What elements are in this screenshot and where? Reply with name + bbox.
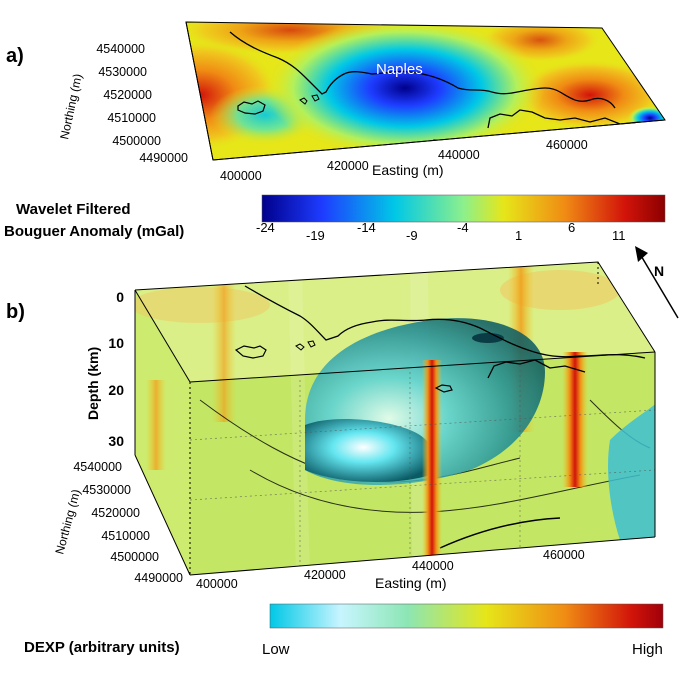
colorbar-a-tick: 6: [568, 220, 575, 235]
panel-a-y-axis: 4540000 4530000 4520000 4510000 4500000 …: [57, 21, 214, 165]
city-label-naples: Naples: [376, 61, 423, 78]
colorbar-a-tick: -24: [256, 220, 275, 235]
depth-axis-title: Depth (km): [85, 347, 101, 420]
panel-a-x-axis: 400000 420000 440000 460000 Easting (m): [212, 119, 666, 183]
panel-a-label: a): [6, 45, 24, 67]
depth-tick: 20: [108, 382, 124, 398]
panel-b-label: b): [6, 301, 25, 323]
y-tick: 4500000: [112, 134, 161, 148]
panel-b-depth-axis: 0 10 20 30 Depth (km): [85, 289, 124, 449]
y-tick: 4510000: [107, 111, 156, 125]
x-tick: 460000: [546, 138, 588, 152]
colorbar-a-tick: -9: [406, 228, 418, 243]
y-tick: 4520000: [91, 506, 140, 520]
depth-tick: 0: [116, 289, 124, 305]
north-arrow: N: [635, 246, 679, 319]
colorbar-a-tick: -4: [457, 220, 469, 235]
panel-a-map: [186, 22, 665, 160]
x-tick: 400000: [220, 169, 262, 183]
y-axis-title: Northing (m): [52, 488, 83, 556]
y-tick: 4490000: [139, 151, 188, 165]
colorbar-a-tick: 1: [515, 228, 522, 243]
colorbar-a-title-line2: Bouguer Anomaly (mGal): [4, 223, 184, 240]
y-tick: 4540000: [96, 42, 145, 56]
y-tick: 4520000: [103, 88, 152, 102]
panel-b-box-edges: [134, 261, 656, 576]
x-tick: 440000: [438, 148, 480, 162]
depth-tick: 10: [108, 335, 124, 351]
y-tick: 4530000: [82, 483, 131, 497]
y-tick: 4500000: [110, 550, 159, 564]
north-label: N: [654, 263, 664, 279]
x-tick: 420000: [304, 568, 346, 582]
colorbar-a-title-line1: Wavelet Filtered: [16, 201, 130, 218]
colorbar-a-tick: 11: [612, 228, 626, 243]
north-arrow-line: [639, 253, 679, 319]
colorbar-a-tick: -14: [357, 220, 376, 235]
colorbar-b-low-label: Low: [262, 641, 290, 658]
y-axis-title: Northing (m): [57, 72, 85, 140]
x-axis-title: Easting (m): [372, 162, 444, 178]
depth-tick: 30: [108, 433, 124, 449]
panel-b-volume: [135, 262, 655, 575]
colorbar-b: DEXP (arbitrary units) Low High: [24, 603, 664, 658]
colorbar-a-tick: -19: [306, 228, 325, 243]
y-tick: 4540000: [73, 460, 122, 474]
y-tick: 4510000: [101, 529, 150, 543]
x-tick: 420000: [327, 159, 369, 173]
x-axis-title: Easting (m): [375, 575, 447, 591]
colorbar-a: -24 -19 -14 -9 -4 1 6 11 Wavelet Filtere…: [4, 194, 666, 243]
y-tick: 4530000: [98, 65, 147, 79]
x-tick: 440000: [412, 559, 454, 573]
y-tick: 4490000: [134, 571, 183, 585]
colorbar-b-title: DEXP (arbitrary units): [24, 639, 180, 656]
x-tick: 400000: [196, 577, 238, 591]
x-tick: 460000: [543, 548, 585, 562]
panel-b-x-axis: 400000 420000 440000 460000 Easting (m): [196, 548, 585, 591]
colorbar-b-high-label: High: [632, 641, 663, 658]
north-arrow-head-icon: [635, 246, 648, 262]
